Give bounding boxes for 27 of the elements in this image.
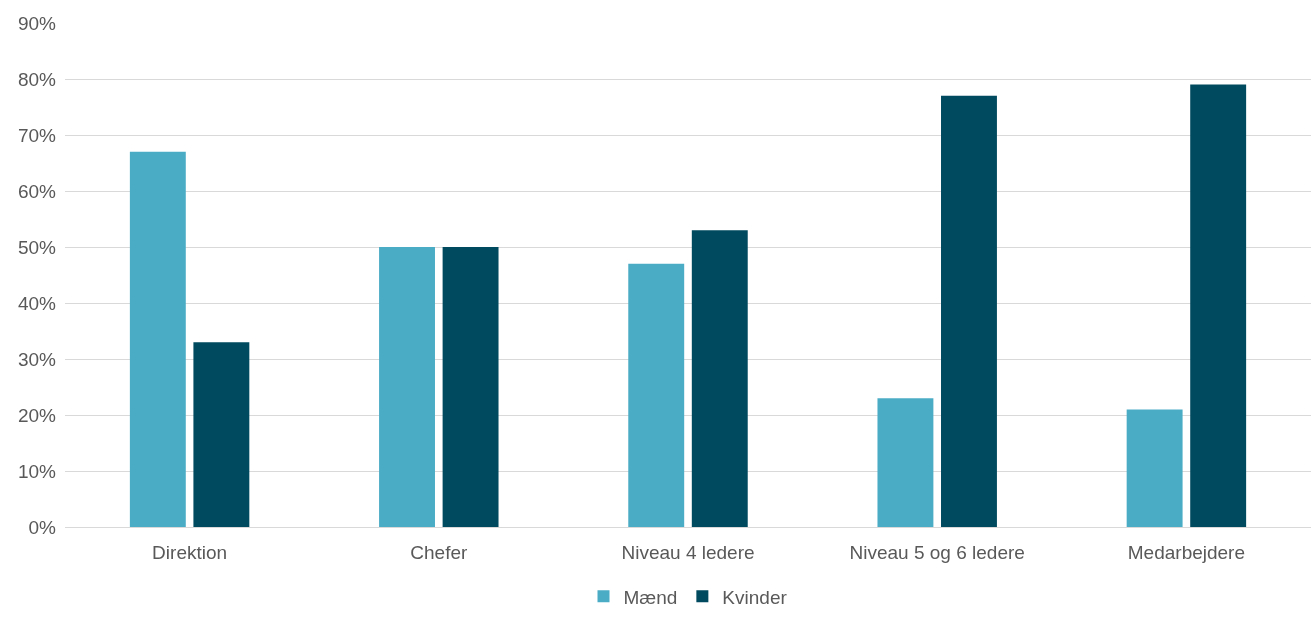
bar bbox=[1190, 84, 1247, 527]
y-tick-label: 10% bbox=[17, 460, 57, 482]
legend-label: Kvinder bbox=[722, 586, 788, 608]
bar bbox=[941, 95, 997, 527]
bar bbox=[442, 247, 499, 527]
x-tick-label: Niveau 5 og 6 ledere bbox=[849, 541, 1025, 563]
y-tick-label: 70% bbox=[17, 124, 57, 146]
y-tick-label: 20% bbox=[17, 404, 57, 426]
x-tick-label: Chefer bbox=[410, 541, 468, 563]
legend-label: Mænd bbox=[623, 586, 678, 608]
bar bbox=[877, 398, 934, 527]
x-tick-label: Niveau 4 ledere bbox=[621, 541, 755, 563]
bar bbox=[1126, 409, 1183, 527]
y-tick-label: 30% bbox=[17, 348, 57, 370]
y-tick-label: 0% bbox=[28, 516, 57, 538]
bar bbox=[691, 230, 748, 527]
bar bbox=[379, 247, 435, 527]
x-tick-label: Direktion bbox=[152, 541, 228, 563]
y-tick-label: 40% bbox=[17, 292, 57, 314]
y-tick-label: 50% bbox=[17, 236, 57, 258]
y-tick-label: 80% bbox=[17, 68, 57, 90]
y-tick-label: 90% bbox=[17, 12, 57, 34]
bar bbox=[628, 263, 685, 527]
x-tick-label: Medarbejdere bbox=[1127, 541, 1246, 563]
y-tick-label: 60% bbox=[17, 180, 57, 202]
bar bbox=[193, 342, 250, 527]
bar bbox=[129, 151, 186, 527]
